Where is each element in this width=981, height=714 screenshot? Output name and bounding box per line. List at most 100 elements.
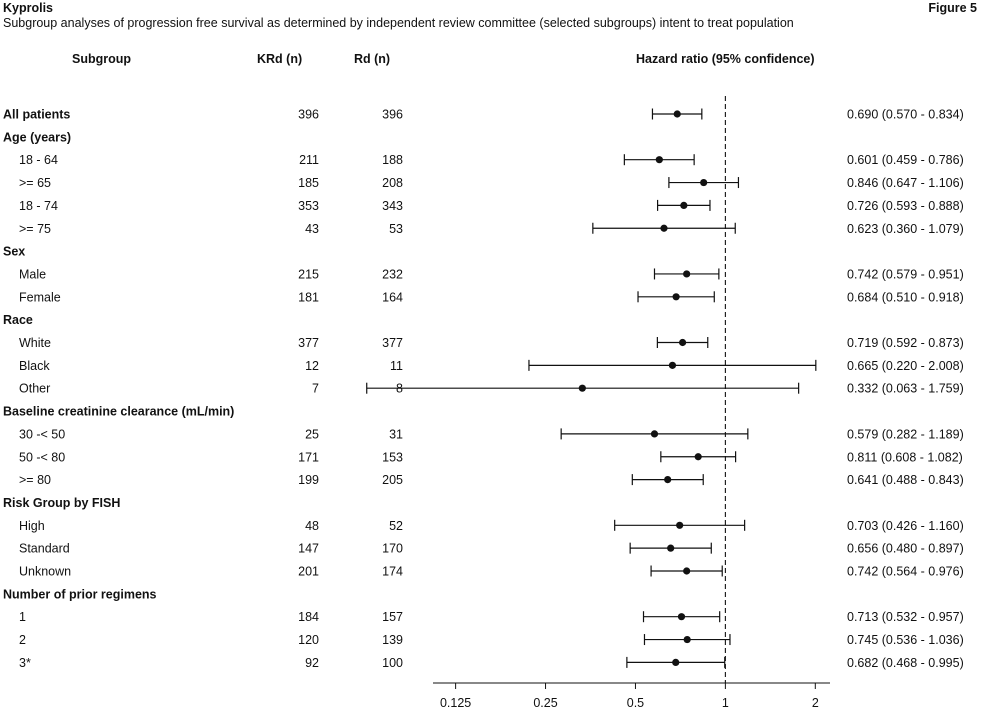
rd-count: 188: [382, 153, 403, 167]
hazard-ratio-point: [578, 384, 586, 392]
figure-subtitle: Subgroup analyses of progression free su…: [3, 16, 794, 30]
rd-count: 170: [382, 542, 403, 556]
rd-count: 396: [382, 108, 403, 122]
hazard-ratio-value: 0.713 (0.532 - 0.957): [847, 610, 964, 624]
rd-count: 52: [389, 519, 403, 533]
hazard-ratio-value: 0.846 (0.647 - 1.106): [847, 176, 964, 190]
rd-count: 208: [382, 176, 403, 190]
hazard-ratio-value: 0.726 (0.593 - 0.888): [847, 199, 964, 213]
hazard-ratio-point: [683, 567, 691, 575]
subgroup-label: All patients: [3, 108, 70, 122]
subgroup-label: Black: [19, 359, 50, 373]
hazard-ratio-value: 0.684 (0.510 - 0.918): [847, 290, 964, 304]
hazard-ratio-value: 0.601 (0.459 - 0.786): [847, 153, 964, 167]
subgroup-heading: Baseline creatinine clearance (mL/min): [3, 405, 234, 419]
subgroup-label: Male: [19, 267, 46, 281]
hazard-ratio-value: 0.656 (0.480 - 0.897): [847, 542, 964, 556]
hazard-ratio-point: [673, 110, 681, 118]
hazard-ratio-point: [683, 270, 691, 278]
rd-count: 205: [382, 473, 403, 487]
subgroup-heading: Number of prior regimens: [3, 587, 157, 601]
krd-count: 215: [298, 267, 319, 281]
subgroup-label: >= 75: [19, 222, 51, 236]
subgroup-label: 30 -< 50: [19, 427, 65, 441]
subgroup-heading: Risk Group by FISH: [3, 496, 120, 510]
subgroup-column-header: Subgroup: [72, 52, 132, 66]
subgroup-heading: Race: [3, 313, 33, 327]
rd-count: 343: [382, 199, 403, 213]
hazard-ratio-column-header: Hazard ratio (95% confidence): [636, 52, 815, 66]
subgroup-heading: Age (years): [3, 130, 71, 144]
hazard-ratio-point: [672, 658, 680, 667]
hazard-ratio-point: [667, 544, 675, 552]
hazard-ratio-point: [694, 453, 702, 461]
hazard-ratio-value: 0.579 (0.282 - 1.189): [847, 427, 964, 441]
hazard-ratio-value: 0.690 (0.570 - 0.834): [847, 108, 964, 122]
krd-column-header: KRd (n): [257, 52, 303, 66]
krd-count: 120: [298, 633, 319, 647]
hazard-ratio-point: [683, 635, 691, 644]
hazard-ratio-value: 0.332 (0.063 - 1.759): [847, 382, 964, 396]
hazard-ratio-point: [650, 430, 659, 438]
hazard-ratio-point: [668, 361, 677, 369]
subgroup-label: High: [19, 519, 45, 533]
subgroup-label: 2: [19, 633, 26, 647]
krd-count: 7: [312, 382, 319, 396]
hazard-ratio-value: 0.742 (0.564 - 0.976): [847, 565, 964, 579]
krd-count: 353: [298, 199, 319, 213]
hazard-ratio-value: 0.742 (0.579 - 0.951): [847, 267, 964, 281]
krd-count: 184: [298, 610, 319, 624]
krd-count: 92: [305, 656, 319, 670]
subgroup-label: White: [19, 336, 51, 350]
hazard-ratio-point: [678, 338, 687, 347]
krd-count: 43: [305, 222, 319, 236]
x-tick-label: 0.125: [440, 696, 471, 710]
hazard-ratio-value: 0.623 (0.360 - 1.079): [847, 222, 964, 236]
subgroup-label: Other: [19, 382, 50, 396]
subgroup-label: 1: [19, 610, 26, 624]
subgroup-label: 50 -< 80: [19, 450, 65, 464]
krd-count: 377: [298, 336, 319, 350]
rd-count: 11: [390, 359, 403, 373]
rd-column-header: Rd (n): [354, 52, 391, 66]
rd-count: 31: [389, 427, 403, 441]
krd-count: 181: [298, 290, 319, 304]
subgroup-label: 18 - 74: [19, 199, 58, 213]
x-tick-label: 0.25: [533, 696, 557, 710]
krd-count: 48: [305, 519, 319, 533]
rd-count: 232: [382, 267, 403, 281]
subgroup-label: Unknown: [19, 565, 71, 579]
krd-count: 12: [305, 359, 319, 373]
hazard-ratio-value: 0.745 (0.536 - 1.036): [847, 633, 964, 647]
hazard-ratio-point: [664, 476, 672, 484]
krd-count: 396: [298, 108, 319, 122]
rd-count: 139: [382, 633, 403, 647]
hazard-ratio-point: [676, 521, 684, 529]
subgroup-label: >= 80: [19, 473, 51, 487]
krd-count: 199: [298, 473, 319, 487]
rd-count: 174: [382, 565, 403, 579]
hazard-ratio-point: [660, 224, 668, 232]
krd-count: 147: [298, 542, 319, 556]
hazard-ratio-point: [672, 293, 680, 301]
rd-count: 100: [382, 656, 403, 670]
x-tick-label: 0.5: [627, 696, 644, 710]
subgroup-label: 3*: [19, 656, 31, 670]
rd-count: 377: [382, 336, 403, 350]
subgroup-label: Standard: [19, 542, 70, 556]
rd-count: 164: [382, 290, 403, 304]
hazard-ratio-point: [677, 613, 686, 621]
hazard-ratio-point: [655, 156, 663, 164]
x-tick-label: 1: [722, 696, 729, 710]
hazard-ratio-value: 0.665 (0.220 - 2.008): [847, 359, 964, 373]
subgroup-label: >= 65: [19, 176, 51, 190]
krd-count: 211: [299, 153, 319, 167]
figure-label: Figure 5: [928, 1, 977, 15]
brand-title: Kyprolis: [3, 1, 54, 15]
subgroup-label: 18 - 64: [19, 153, 58, 167]
subgroup-heading: Sex: [3, 245, 25, 259]
krd-count: 185: [298, 176, 319, 190]
rd-count: 53: [389, 222, 403, 236]
hazard-ratio-point: [700, 178, 708, 187]
